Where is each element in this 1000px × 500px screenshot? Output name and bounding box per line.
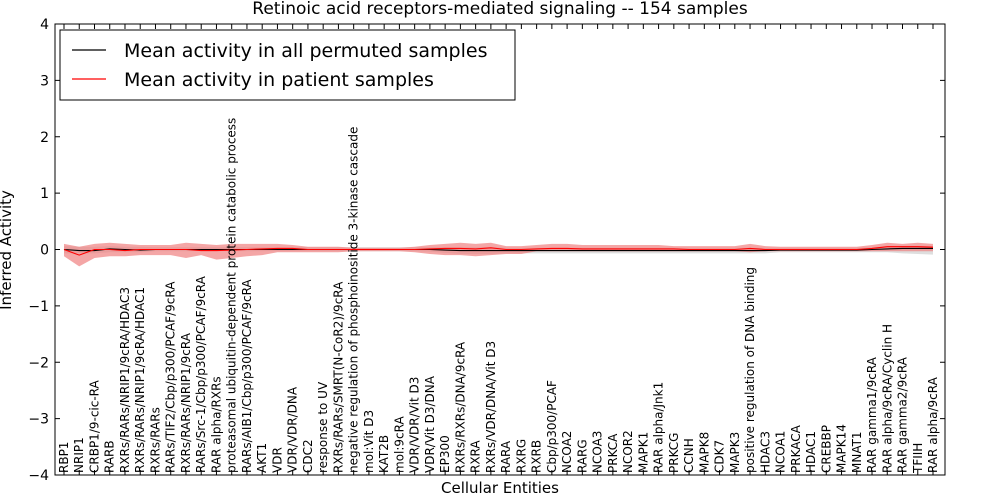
x-tick-label: proteasomal ubiquitin-dependent protein … bbox=[225, 118, 239, 473]
y-tick-label: 4 bbox=[40, 17, 49, 33]
x-tick-label: MNAT1 bbox=[850, 431, 864, 473]
x-tick-label: MAPK1 bbox=[636, 432, 650, 473]
x-tick-label: CDK7 bbox=[713, 440, 727, 473]
x-tick-label: RAR gamma2/9cRA bbox=[896, 356, 910, 473]
x-tick-label: RARs/Src-1/Cbp/p300/PCAF/9cRA bbox=[194, 275, 208, 473]
y-tick-label: −2 bbox=[28, 355, 49, 371]
legend: Mean activity in all permuted samples Me… bbox=[59, 29, 516, 101]
x-tick-label: VDR/Vit D3/DNA bbox=[423, 375, 437, 473]
x-tick-label: RXRA bbox=[469, 440, 483, 473]
y-axis: −4 −3 −2 −1 0 1 2 3 4 bbox=[28, 17, 945, 484]
x-tick-label: RAR alpha/9cRA bbox=[926, 376, 940, 473]
y-tick-label: 1 bbox=[40, 186, 49, 202]
x-tick-label: RXRs/RXRs/DNA/9cRA bbox=[453, 341, 467, 473]
x-tick-label: HDAC1 bbox=[804, 431, 818, 473]
x-tick-label: CDC2 bbox=[301, 439, 315, 473]
x-tick-label: RBP1 bbox=[57, 442, 71, 473]
y-tick-label: 0 bbox=[40, 243, 49, 259]
x-tick-label: MAPK8 bbox=[697, 432, 711, 473]
x-tick-label: PRKCA bbox=[606, 433, 620, 473]
x-tick-label: RARB bbox=[103, 440, 117, 473]
x-tick-label: NRIP1 bbox=[72, 437, 86, 473]
band-patient bbox=[64, 242, 933, 267]
x-tick-label: VDR/VDR/Vit D3 bbox=[408, 377, 422, 473]
x-tick-label: MAPK3 bbox=[728, 432, 742, 473]
x-tick-label: RARs/TIF2/Cbp/p300/PCAF/9cRA bbox=[164, 281, 178, 473]
x-tick-label: RXRs/RARs/SMRT(N-CoR2)/9cRA bbox=[331, 281, 345, 473]
x-tick-label: RAR alpha/RXRs bbox=[210, 376, 224, 473]
y-tick-label: −3 bbox=[28, 412, 49, 428]
legend-entry-permuted: Mean activity in all permuted samples bbox=[124, 40, 487, 62]
y-tick-label: −1 bbox=[28, 299, 49, 315]
x-tick-label: TFIIH bbox=[911, 443, 925, 474]
x-tick-label: VDR/VDR/DNA bbox=[286, 386, 300, 473]
x-tick-label: positive regulation of DNA binding bbox=[743, 267, 757, 473]
x-tick-label: RXRs/RARs/NRIP1/9cRA bbox=[179, 332, 193, 473]
x-tick-label: NCOA3 bbox=[591, 431, 605, 473]
x-tick-label: CRBP1/9-cic-RA bbox=[88, 379, 102, 473]
legend-box bbox=[59, 29, 516, 101]
y-tick-label: 3 bbox=[40, 73, 49, 89]
x-tick-label: MAPK14 bbox=[835, 424, 849, 473]
x-tick-label: RXRs/RARs/NRIP1/9cRA/HDAC3 bbox=[118, 287, 132, 473]
x-tick-label: mol:Vit D3 bbox=[362, 410, 376, 473]
x-tick-label: RXRB bbox=[530, 440, 544, 473]
y-tick-label: −4 bbox=[28, 468, 49, 484]
series-line-patient bbox=[63, 246, 934, 256]
x-tick-label: mol:9cRA bbox=[392, 416, 406, 473]
x-axis: RBP1 NRIP1 CRBP1/9-cic-RA RARB RXRs/RARs/NRI… bbox=[57, 24, 940, 475]
x-tick-label: RXRs/VDR/DNA/Vit D3 bbox=[484, 341, 498, 473]
x-tick-label: response to UV bbox=[316, 381, 330, 473]
x-tick-label: RAR alpha/Jnk1 bbox=[652, 382, 666, 473]
x-tick-label: RXRG bbox=[514, 439, 528, 473]
x-tick-label: RARG bbox=[575, 439, 589, 473]
legend-entry-patient: Mean activity in patient samples bbox=[124, 69, 434, 91]
x-tick-label: AKT1 bbox=[255, 443, 269, 473]
confidence-bands bbox=[64, 242, 933, 267]
x-tick-label: NCOR2 bbox=[621, 430, 635, 473]
x-tick-label: VDR bbox=[270, 447, 284, 473]
x-tick-label: RARs/AIB1/Cbp/p300/PCAF/9cRA bbox=[240, 279, 254, 473]
x-tick-label: CCNH bbox=[682, 438, 696, 473]
x-tick-label: RXRs/RARs bbox=[149, 407, 163, 473]
y-axis-label: Inferred Activity bbox=[0, 190, 15, 310]
x-tick-label: CREBBP bbox=[819, 425, 833, 473]
x-tick-label: NCOA1 bbox=[774, 431, 788, 473]
x-tick-label: HDAC3 bbox=[758, 431, 772, 473]
x-tick-label: PRKCG bbox=[667, 433, 681, 473]
x-tick-label: RAR alpha/9cRA/Cyclin H bbox=[880, 324, 894, 473]
x-tick-label: KAT2B bbox=[377, 435, 391, 473]
chart-title: Retinoic acid receptors-mediated signali… bbox=[252, 0, 748, 19]
x-axis-label: Cellular Entities bbox=[441, 479, 559, 497]
x-tick-label: negative regulation of phosphoinositide … bbox=[347, 127, 361, 473]
series-lines bbox=[63, 246, 934, 256]
y-tick-label: 2 bbox=[40, 130, 49, 146]
x-tick-label: RARA bbox=[499, 440, 513, 473]
x-tick-label: NCOA2 bbox=[560, 431, 574, 473]
x-tick-label: RAR gamma1/9cRA bbox=[865, 356, 879, 473]
x-tick-label: PRKACA bbox=[789, 424, 803, 473]
x-tick-label: RXRs/RARs/NRIP1/9cRA/HDAC1 bbox=[133, 287, 147, 473]
x-tick-label: EP300 bbox=[438, 435, 452, 473]
x-tick-label: Cbp/p300/PCAF bbox=[545, 380, 559, 473]
series-line-permuted bbox=[63, 247, 933, 252]
